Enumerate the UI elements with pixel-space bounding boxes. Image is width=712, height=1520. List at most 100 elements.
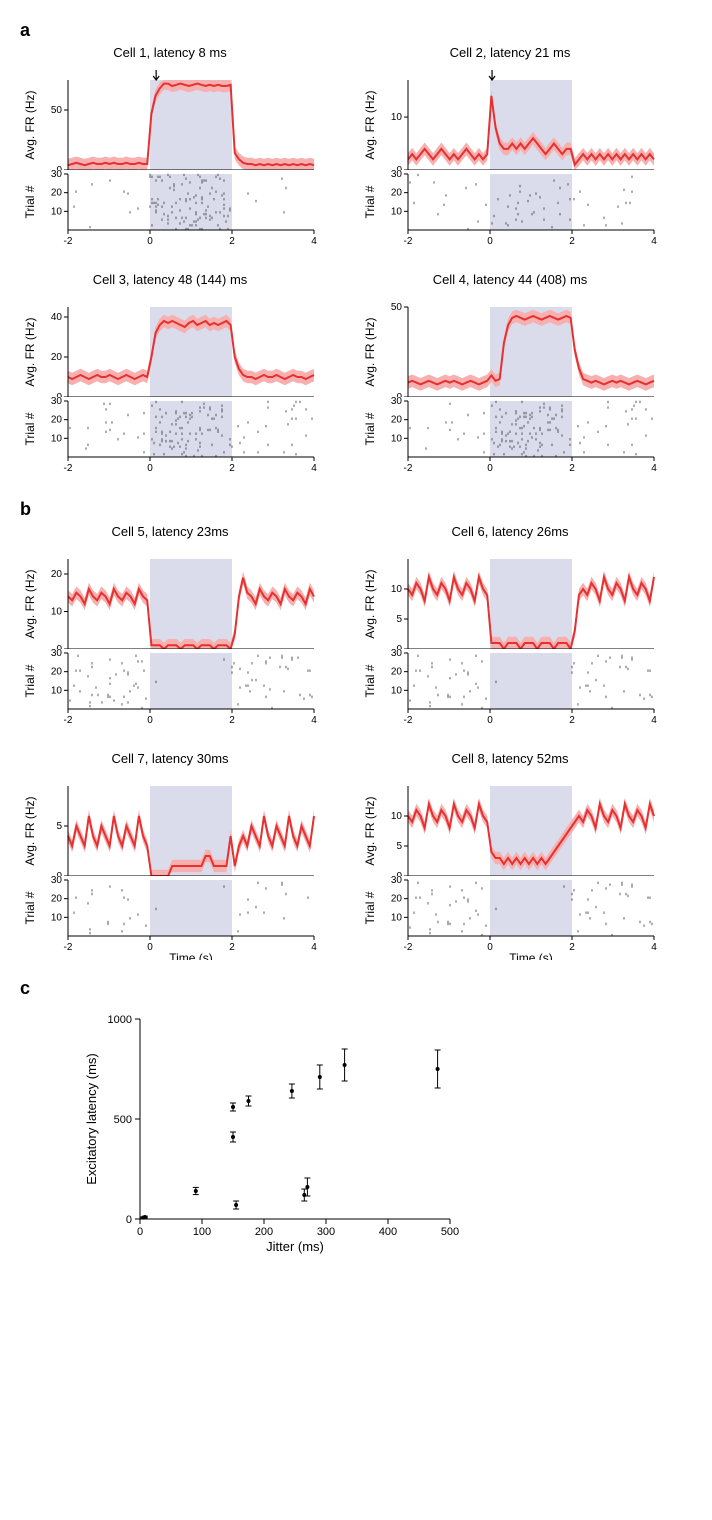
svg-text:Trial #: Trial #: [23, 891, 37, 924]
svg-text:Trial #: Trial #: [363, 664, 377, 697]
svg-text:400: 400: [379, 1226, 397, 1238]
svg-text:5: 5: [56, 821, 62, 832]
svg-text:10: 10: [391, 685, 403, 696]
svg-text:Trial #: Trial #: [363, 185, 377, 218]
svg-text:4: 4: [651, 715, 657, 726]
svg-text:-2: -2: [64, 236, 73, 247]
svg-text:10: 10: [51, 433, 63, 444]
svg-text:Trial #: Trial #: [23, 185, 37, 218]
svg-text:30: 30: [391, 876, 403, 886]
psth-chart: 050Avg. FR (Hz): [20, 62, 320, 170]
raster-chart: 102030-2024Trial #Time (s): [20, 876, 320, 960]
svg-text:2: 2: [229, 236, 235, 247]
svg-text:Excitatory latency (ms): Excitatory latency (ms): [84, 1053, 99, 1184]
svg-text:10: 10: [51, 607, 63, 618]
raster-chart: 102030-2024Trial #: [20, 397, 320, 481]
svg-text:10: 10: [51, 912, 63, 923]
raster-chart: 102030-2024Trial #: [360, 397, 660, 481]
svg-text:4: 4: [651, 236, 657, 247]
panel-b-label: b: [20, 499, 692, 520]
psth-chart: 0510Avg. FR (Hz): [360, 541, 660, 649]
svg-text:2: 2: [569, 463, 575, 474]
svg-text:4: 4: [311, 942, 317, 953]
svg-text:2: 2: [569, 942, 575, 953]
panel-a-label: a: [20, 20, 692, 41]
cell-title: Cell 4, latency 44 (408) ms: [360, 272, 660, 287]
cell-title: Cell 7, latency 30ms: [20, 751, 320, 766]
svg-text:0: 0: [147, 236, 153, 247]
scatter-plot: 010020030040050005001000Jitter (ms)Excit…: [80, 1009, 460, 1259]
svg-text:-2: -2: [404, 942, 413, 953]
svg-text:40: 40: [51, 312, 63, 323]
svg-text:-2: -2: [404, 236, 413, 247]
svg-text:30: 30: [391, 649, 403, 659]
svg-text:4: 4: [651, 463, 657, 474]
cell-title: Cell 2, latency 21 ms: [360, 45, 660, 60]
svg-text:5: 5: [396, 614, 402, 625]
svg-text:300: 300: [317, 1226, 335, 1238]
svg-text:20: 20: [391, 415, 403, 426]
cell-title: Cell 1, latency 8 ms: [20, 45, 320, 60]
panel-a: Cell 1, latency 8 ms050Avg. FR (Hz)10203…: [20, 45, 692, 481]
svg-text:Jitter (ms): Jitter (ms): [266, 1239, 324, 1254]
svg-text:-2: -2: [404, 715, 413, 726]
svg-text:50: 50: [391, 302, 403, 313]
svg-text:20: 20: [391, 188, 403, 199]
svg-text:0: 0: [487, 942, 493, 953]
cell-title: Cell 8, latency 52ms: [360, 751, 660, 766]
svg-text:20: 20: [391, 667, 403, 678]
svg-text:Avg. FR (Hz): Avg. FR (Hz): [363, 317, 377, 386]
svg-text:Avg. FR (Hz): Avg. FR (Hz): [23, 90, 37, 159]
svg-text:10: 10: [391, 584, 403, 595]
svg-text:Time (s): Time (s): [169, 951, 213, 960]
psth-chart: 01020Avg. FR (Hz): [20, 541, 320, 649]
psth-chart: 02040Avg. FR (Hz): [20, 289, 320, 397]
svg-text:10: 10: [391, 912, 403, 923]
cell-title: Cell 5, latency 23ms: [20, 524, 320, 539]
svg-text:2: 2: [229, 715, 235, 726]
svg-text:10: 10: [51, 206, 63, 217]
panel-c-scatter: 010020030040050005001000Jitter (ms)Excit…: [80, 1009, 692, 1259]
psth-chart: 0510Avg. FR (Hz): [360, 768, 660, 876]
panel-c-label: c: [20, 978, 692, 999]
svg-text:20: 20: [51, 188, 63, 199]
svg-text:20: 20: [391, 894, 403, 905]
svg-text:0: 0: [147, 715, 153, 726]
svg-text:Trial #: Trial #: [23, 412, 37, 445]
svg-text:0: 0: [487, 715, 493, 726]
raster-chart: 102030-2024Trial #: [20, 649, 320, 733]
svg-text:Avg. FR (Hz): Avg. FR (Hz): [23, 796, 37, 865]
svg-text:4: 4: [311, 236, 317, 247]
svg-text:-2: -2: [64, 942, 73, 953]
svg-text:500: 500: [114, 1114, 132, 1126]
svg-text:20: 20: [51, 352, 63, 363]
svg-text:Avg. FR (Hz): Avg. FR (Hz): [363, 569, 377, 638]
svg-text:200: 200: [255, 1226, 273, 1238]
svg-text:20: 20: [51, 569, 63, 580]
svg-text:30: 30: [391, 170, 403, 180]
panel-b: Cell 5, latency 23ms01020Avg. FR (Hz)102…: [20, 524, 692, 960]
svg-text:0: 0: [126, 1214, 132, 1226]
svg-text:5: 5: [396, 841, 402, 852]
svg-text:2: 2: [229, 463, 235, 474]
cell-title: Cell 6, latency 26ms: [360, 524, 660, 539]
svg-text:500: 500: [441, 1226, 459, 1238]
cell-title: Cell 3, latency 48 (144) ms: [20, 272, 320, 287]
svg-text:2: 2: [569, 715, 575, 726]
svg-text:-2: -2: [64, 463, 73, 474]
raster-chart: 10 20 30 -2 0 2 4 Trial #: [360, 649, 660, 733]
svg-text:0: 0: [147, 463, 153, 474]
svg-text:20: 20: [51, 894, 63, 905]
svg-text:Avg. FR (Hz): Avg. FR (Hz): [23, 317, 37, 386]
svg-text:10: 10: [391, 112, 403, 123]
svg-text:4: 4: [311, 463, 317, 474]
svg-text:20: 20: [51, 667, 63, 678]
svg-text:30: 30: [391, 397, 403, 407]
svg-text:50: 50: [51, 105, 63, 116]
svg-text:Trial #: Trial #: [363, 891, 377, 924]
raster-chart: 102030-2024Trial #: [20, 170, 320, 254]
svg-text:0: 0: [487, 463, 493, 474]
raster-chart: 102030-2024Trial #: [360, 170, 660, 254]
svg-text:10: 10: [391, 206, 403, 217]
svg-text:30: 30: [51, 397, 63, 407]
